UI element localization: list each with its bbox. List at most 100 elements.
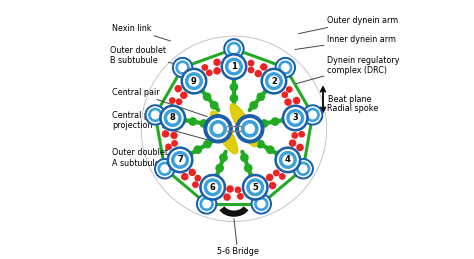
- Circle shape: [193, 182, 198, 187]
- Circle shape: [202, 177, 223, 198]
- Circle shape: [309, 111, 317, 119]
- Circle shape: [250, 182, 260, 192]
- Circle shape: [245, 177, 265, 198]
- Circle shape: [270, 183, 276, 189]
- Circle shape: [166, 144, 171, 149]
- Circle shape: [242, 175, 268, 200]
- Circle shape: [181, 68, 207, 94]
- Circle shape: [306, 109, 319, 121]
- Circle shape: [167, 147, 193, 173]
- Circle shape: [228, 42, 240, 55]
- Circle shape: [230, 45, 238, 53]
- Circle shape: [266, 174, 273, 181]
- Circle shape: [179, 116, 186, 123]
- Circle shape: [176, 61, 189, 74]
- Circle shape: [278, 150, 298, 170]
- Circle shape: [295, 161, 311, 177]
- Circle shape: [173, 57, 192, 78]
- Circle shape: [251, 194, 271, 214]
- Circle shape: [246, 124, 254, 133]
- Text: 1: 1: [231, 62, 237, 71]
- Circle shape: [172, 141, 177, 146]
- Circle shape: [261, 120, 268, 127]
- Text: 8: 8: [170, 113, 175, 123]
- Circle shape: [283, 105, 308, 131]
- Circle shape: [230, 73, 237, 80]
- Text: Central pair: Central pair: [112, 88, 207, 117]
- Circle shape: [282, 116, 289, 123]
- Circle shape: [224, 56, 244, 77]
- Circle shape: [204, 179, 221, 196]
- Circle shape: [269, 76, 279, 86]
- Circle shape: [204, 115, 232, 143]
- Circle shape: [171, 132, 177, 139]
- Circle shape: [200, 175, 226, 200]
- Circle shape: [293, 159, 313, 179]
- Circle shape: [185, 151, 192, 159]
- Circle shape: [302, 105, 323, 125]
- Circle shape: [299, 132, 304, 137]
- Text: Outer doublet
A subtubule: Outer doublet A subtubule: [112, 148, 185, 171]
- Circle shape: [287, 87, 292, 92]
- Circle shape: [163, 108, 183, 128]
- Circle shape: [275, 147, 301, 173]
- Circle shape: [221, 54, 247, 80]
- Circle shape: [168, 113, 178, 123]
- Circle shape: [272, 118, 279, 125]
- Circle shape: [214, 59, 220, 65]
- Circle shape: [280, 174, 285, 179]
- Text: Central pair
projection: Central pair projection: [112, 111, 212, 141]
- Circle shape: [189, 118, 196, 125]
- Circle shape: [200, 197, 213, 210]
- Circle shape: [181, 92, 187, 98]
- Circle shape: [226, 58, 242, 75]
- Circle shape: [199, 196, 215, 212]
- Circle shape: [273, 170, 279, 176]
- Circle shape: [280, 152, 296, 168]
- Circle shape: [275, 151, 283, 159]
- Circle shape: [149, 109, 162, 121]
- Text: 7: 7: [177, 155, 183, 164]
- Circle shape: [157, 161, 173, 177]
- Circle shape: [248, 174, 255, 182]
- Circle shape: [161, 165, 169, 172]
- Circle shape: [248, 60, 254, 66]
- Circle shape: [264, 85, 271, 92]
- Circle shape: [250, 102, 257, 109]
- Circle shape: [189, 169, 195, 175]
- Circle shape: [214, 124, 223, 133]
- Circle shape: [203, 93, 211, 100]
- Circle shape: [297, 162, 310, 175]
- Text: Beat plane: Beat plane: [328, 95, 372, 104]
- Circle shape: [197, 85, 204, 92]
- Circle shape: [282, 64, 289, 71]
- Polygon shape: [230, 104, 257, 147]
- Circle shape: [160, 105, 185, 131]
- Circle shape: [305, 107, 320, 123]
- Circle shape: [194, 146, 201, 153]
- Circle shape: [292, 133, 298, 138]
- Circle shape: [257, 93, 264, 100]
- Circle shape: [257, 140, 264, 148]
- Circle shape: [195, 176, 201, 181]
- Circle shape: [224, 194, 230, 200]
- Circle shape: [170, 98, 175, 103]
- Circle shape: [226, 41, 242, 57]
- Circle shape: [227, 186, 233, 192]
- Circle shape: [210, 102, 218, 109]
- Circle shape: [145, 105, 165, 125]
- Circle shape: [176, 99, 182, 104]
- Circle shape: [275, 57, 295, 78]
- Circle shape: [174, 60, 191, 76]
- Circle shape: [290, 140, 296, 146]
- Circle shape: [208, 182, 218, 192]
- Text: 5-6 Bridge: 5-6 Bridge: [217, 219, 258, 256]
- Circle shape: [237, 194, 243, 199]
- Circle shape: [212, 174, 220, 182]
- Circle shape: [291, 113, 300, 123]
- Circle shape: [230, 83, 237, 91]
- Circle shape: [261, 68, 287, 94]
- Circle shape: [248, 67, 254, 73]
- Circle shape: [235, 187, 241, 192]
- Circle shape: [279, 61, 292, 74]
